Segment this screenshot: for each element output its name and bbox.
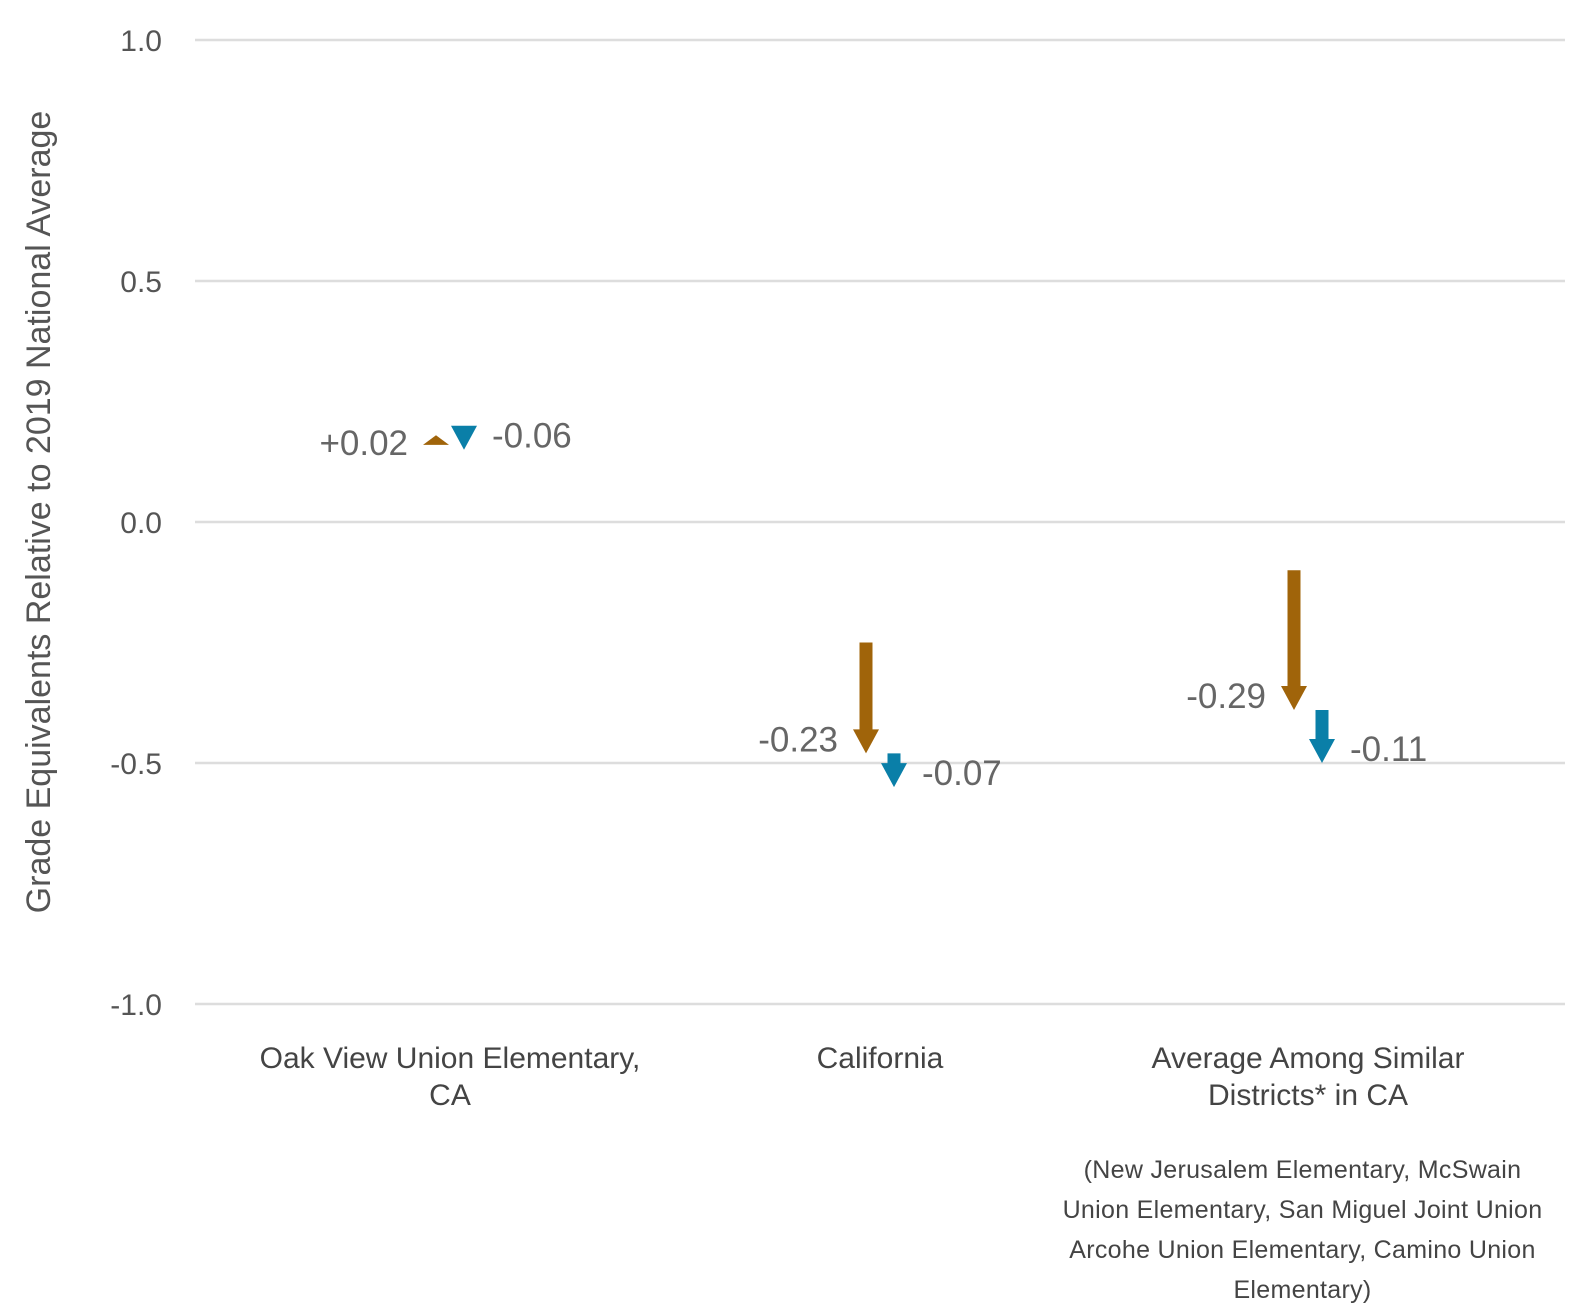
category-label: Average Among Similar <box>1152 1042 1465 1075</box>
category-label: CA <box>429 1079 471 1112</box>
category-labels: Oak View Union Elementary, CA California Av… <box>260 1042 1465 1112</box>
y-axis-label: Grade Equivalents Relative to 2019 Natio… <box>20 111 58 914</box>
value-label: -0.23 <box>758 720 838 759</box>
y-axis-ticks: 1.0 0.5 0.0 -0.5 -1.0 <box>110 25 162 1022</box>
value-label: -0.11 <box>1350 730 1427 769</box>
value-label: -0.29 <box>1186 677 1266 716</box>
value-label: +0.02 <box>319 424 408 463</box>
category-label: Oak View Union Elementary, <box>260 1042 641 1075</box>
change-arrow <box>451 425 477 450</box>
change-arrow <box>1309 709 1335 763</box>
change-arrow <box>423 435 449 445</box>
y-tick-label: 0.0 <box>120 507 162 540</box>
y-tick-label: 1.0 <box>120 25 162 58</box>
y-tick-label: -1.0 <box>110 989 162 1022</box>
value-labels: +0.02 -0.23 -0.29 -0.06 -0.07 -0.11 <box>319 417 1427 793</box>
gridlines <box>195 38 1565 1006</box>
change-arrow <box>853 642 879 754</box>
change-arrow <box>1281 570 1307 710</box>
change-arrow <box>881 753 907 788</box>
note-line: Arcohe Union Elementary, Camino Union <box>1069 1236 1536 1264</box>
category-label: Districts* in CA <box>1208 1079 1408 1112</box>
category-label: California <box>817 1042 944 1075</box>
similar-districts-note: (New Jerusalem Elementary, McSwain Union… <box>1030 1150 1575 1310</box>
y-tick-label: -0.5 <box>110 748 162 781</box>
note-line: Elementary) <box>1233 1276 1372 1304</box>
note-line: (New Jerusalem Elementary, McSwain <box>1083 1156 1522 1184</box>
note-line: Union Elementary, San Miguel Joint Union <box>1062 1196 1543 1224</box>
value-label: -0.07 <box>922 754 1002 793</box>
y-tick-label: 0.5 <box>120 266 162 299</box>
value-label: -0.06 <box>492 417 572 456</box>
chart-marks <box>423 425 1335 788</box>
